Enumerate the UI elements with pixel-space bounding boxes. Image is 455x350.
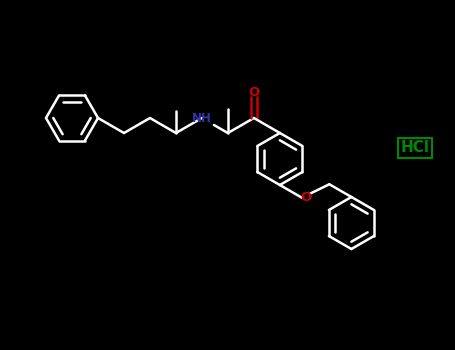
Text: O: O bbox=[300, 191, 312, 204]
Text: NH: NH bbox=[192, 112, 212, 125]
Text: O: O bbox=[248, 85, 259, 98]
Text: HCl: HCl bbox=[400, 140, 430, 155]
